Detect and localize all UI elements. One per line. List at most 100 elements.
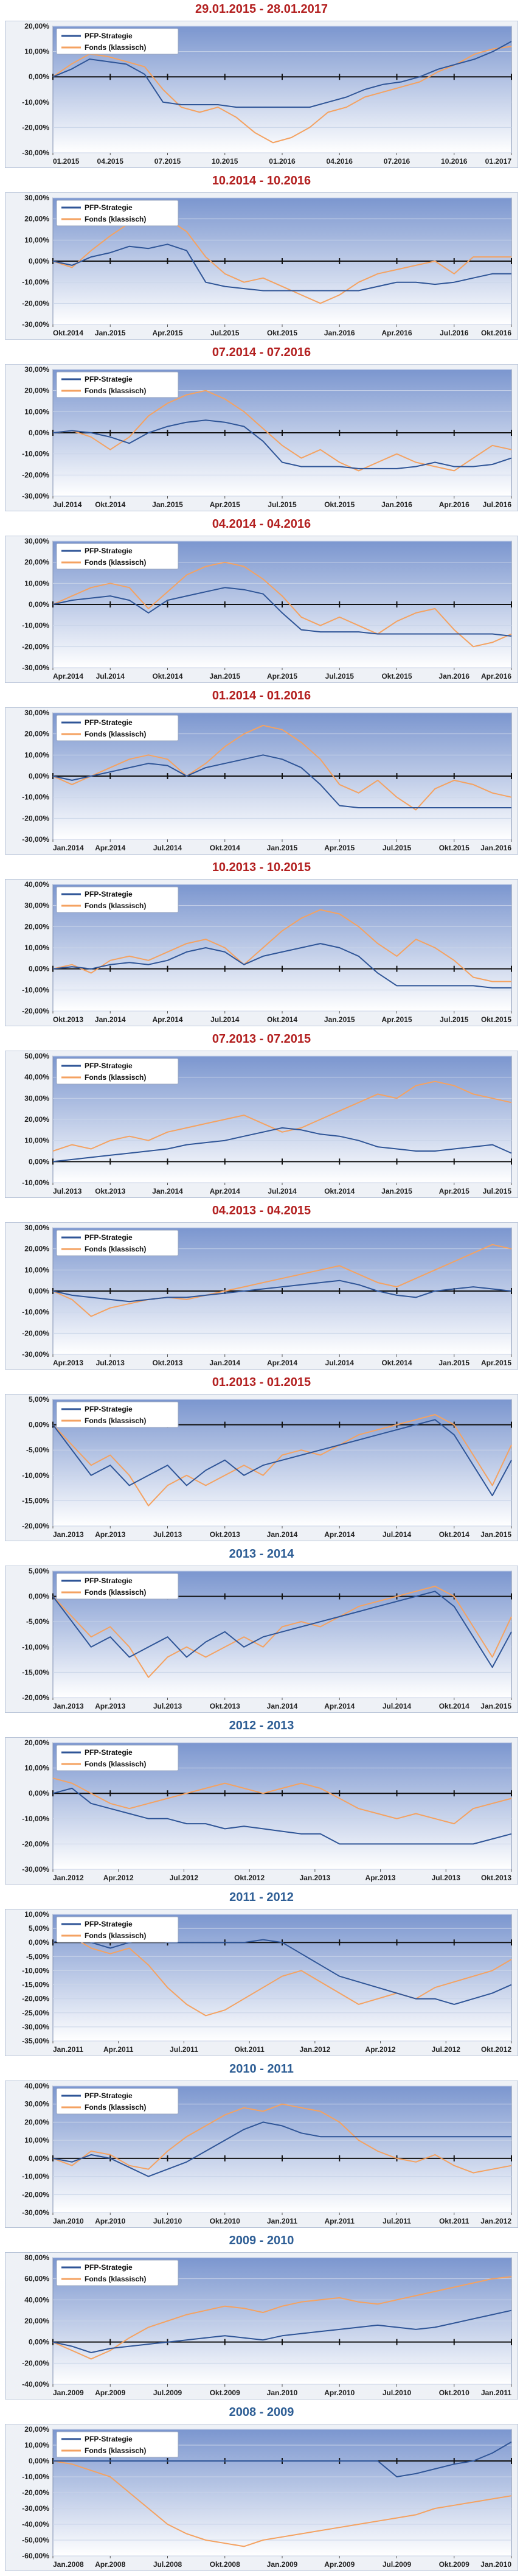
y-tick-label: 0,00% xyxy=(29,965,49,973)
x-tick-label: 10.2015 xyxy=(212,157,238,166)
chart-frame: -10,00% 0,00% 10,00% 20,00% 30,00% 40,00% 50,0… xyxy=(5,1051,518,1198)
legend-label-fund: Fonds (klassisch) xyxy=(85,1588,146,1597)
chart-panel: 04.2014 - 04.2016 -30,00% -20,00% -10,00% 0,… xyxy=(0,517,523,685)
legend-label-strategy: PFP-Strategie xyxy=(85,203,133,212)
x-tick-label: Apr.2016 xyxy=(381,329,412,337)
x-tick-label: Jul.2014 xyxy=(383,1702,412,1710)
x-tick-label: Jul.2011 xyxy=(383,2217,411,2225)
legend-label-strategy: PFP-Strategie xyxy=(85,547,133,555)
x-tick-label: Jul.2012 xyxy=(170,1874,199,1882)
legend-box xyxy=(56,200,179,226)
x-tick-label: Okt.2013 xyxy=(210,1530,240,1539)
x-tick-label: Jan.2014 xyxy=(267,1530,298,1539)
y-tick-label: 0,00% xyxy=(29,72,49,81)
y-tick-label: 0,00% xyxy=(29,1157,49,1166)
x-tick-label: Apr.2013 xyxy=(95,1530,125,1539)
y-tick-label: -5,00% xyxy=(26,1617,49,1626)
x-tick-label: Jan.2009 xyxy=(267,2560,298,2569)
line-chart: -20,00% -10,00% 0,00% 10,00% 20,00% 30,00% 40,… xyxy=(22,880,512,1024)
chart-panel: 2013 - 2014 -20,00% -15,00% -10,00% -5,00% 0,… xyxy=(0,1547,523,1715)
x-tick-label: Apr.2010 xyxy=(95,2217,125,2225)
chart-panel: 2012 - 2013 -30,00% -20,00% -10,00% 0,00% 10,… xyxy=(0,1719,523,1887)
x-tick-label: Jan.2012 xyxy=(53,1874,84,1882)
legend-label-fund: Fonds (klassisch) xyxy=(85,215,146,223)
y-tick-label: -20,00% xyxy=(22,2488,49,2497)
legend-box xyxy=(56,1573,179,1600)
x-tick-label: Okt.2016 xyxy=(481,329,511,337)
y-tick-label: -10,00% xyxy=(22,1471,49,1480)
y-tick-label: 30,00% xyxy=(24,194,49,202)
legend-label-strategy: PFP-Strategie xyxy=(85,375,133,383)
x-tick-label: Jul.2014 xyxy=(96,672,125,681)
line-chart: -20,00% -15,00% -10,00% -5,00% 0,00% 5,00% Jan… xyxy=(22,1567,512,1710)
legend-label-strategy: PFP-Strategie xyxy=(85,2435,133,2443)
x-tick-label: Okt.2012 xyxy=(481,2045,511,2054)
y-tick-label: -10,00% xyxy=(22,450,49,458)
y-tick-label: 5,00% xyxy=(29,1395,49,1404)
y-tick-label: 20,00% xyxy=(24,2425,49,2434)
x-tick-label: Jan.2015 xyxy=(152,500,183,509)
x-tick-label: Jul.2015 xyxy=(268,500,297,509)
x-tick-label: Jan.2015 xyxy=(209,672,240,681)
x-tick-label: Jan.2011 xyxy=(481,2389,511,2397)
x-tick-label: Apr.2014 xyxy=(267,1359,297,1367)
legend-label-strategy: PFP-Strategie xyxy=(85,1748,133,1757)
x-tick-label: 07.2016 xyxy=(384,157,410,166)
x-tick-label: Jan.2010 xyxy=(267,2389,298,2397)
x-tick-label: Jul.2010 xyxy=(383,2389,412,2397)
x-tick-label: Apr.2016 xyxy=(439,500,469,509)
x-tick-label: Apr.2010 xyxy=(324,2389,355,2397)
y-tick-label: 0,00% xyxy=(29,1789,49,1797)
y-tick-label: 10,00% xyxy=(24,579,49,587)
x-tick-label: Jan.2010 xyxy=(53,2217,84,2225)
chart-panel: 01.2014 - 01.2016 -30,00% -20,00% -10,00% 0,… xyxy=(0,689,523,857)
chart-panel: 10.2013 - 10.2015 -20,00% -10,00% 0,00% 10,0… xyxy=(0,861,523,1029)
y-tick-label: -5,00% xyxy=(26,1952,49,1961)
x-tick-label: Jan.2013 xyxy=(53,1530,84,1539)
y-tick-label: -20,00% xyxy=(22,471,49,479)
y-tick-label: 20,00% xyxy=(24,1245,49,1253)
line-chart: -30,00% -20,00% -10,00% 0,00% 10,00% 20,00% 01… xyxy=(22,22,512,166)
x-tick-label: Jan.2015 xyxy=(438,1359,469,1367)
x-tick-label: Jul.2014 xyxy=(268,1187,297,1195)
x-tick-label: Jan.2013 xyxy=(299,1874,330,1882)
x-tick-label: Apr.2015 xyxy=(210,500,240,509)
x-tick-label: Okt.2015 xyxy=(381,672,412,681)
y-tick-label: -20,00% xyxy=(22,2190,49,2199)
y-tick-label: -10,00% xyxy=(22,985,49,994)
y-tick-label: 40,00% xyxy=(24,2082,49,2090)
x-tick-label: Apr.2014 xyxy=(324,1702,355,1710)
legend-box xyxy=(56,371,179,398)
x-tick-label: Jan.2014 xyxy=(152,1187,183,1195)
y-tick-label: 0,00% xyxy=(29,1592,49,1601)
x-tick-label: Apr.2009 xyxy=(324,2560,355,2569)
x-tick-label: Jul.2016 xyxy=(483,500,512,509)
y-tick-label: 40,00% xyxy=(24,2295,49,2304)
legend-label-strategy: PFP-Strategie xyxy=(85,718,133,727)
y-tick-label: -10,00% xyxy=(22,793,49,802)
y-tick-label: -30,00% xyxy=(22,1350,49,1359)
x-tick-label: Jan.2009 xyxy=(53,2389,84,2397)
legend-label-fund: Fonds (klassisch) xyxy=(85,2103,146,2112)
x-tick-label: Okt.2014 xyxy=(439,1530,469,1539)
y-tick-label: 10,00% xyxy=(24,1910,49,1919)
y-tick-label: 0,00% xyxy=(29,1938,49,1947)
x-tick-label: Jul.2015 xyxy=(325,672,355,681)
y-tick-label: -20,00% xyxy=(22,1995,49,2003)
legend-label-fund: Fonds (klassisch) xyxy=(85,1245,146,1253)
x-tick-label: Jul.2014 xyxy=(53,500,82,509)
x-tick-label: Apr.2015 xyxy=(152,329,182,337)
x-tick-label: 01.2016 xyxy=(269,157,296,166)
y-tick-label: 0,00% xyxy=(29,2154,49,2163)
x-tick-label: Jan.2008 xyxy=(53,2560,84,2569)
y-tick-label: 10,00% xyxy=(24,1265,49,1274)
y-tick-label: -40,00% xyxy=(22,2380,49,2389)
legend-label-fund: Fonds (klassisch) xyxy=(85,2275,146,2283)
x-tick-label: Jan.2015 xyxy=(324,1015,355,1024)
x-tick-label: Jan.2011 xyxy=(53,2045,83,2054)
y-tick-label: -10,00% xyxy=(22,2172,49,2181)
y-tick-label: -20,00% xyxy=(22,642,49,651)
chart-frame: -30,00% -20,00% -10,00% 0,00% 10,00% 20,00% Ja… xyxy=(5,1737,518,1885)
x-tick-label: Okt.2012 xyxy=(234,1874,265,1882)
